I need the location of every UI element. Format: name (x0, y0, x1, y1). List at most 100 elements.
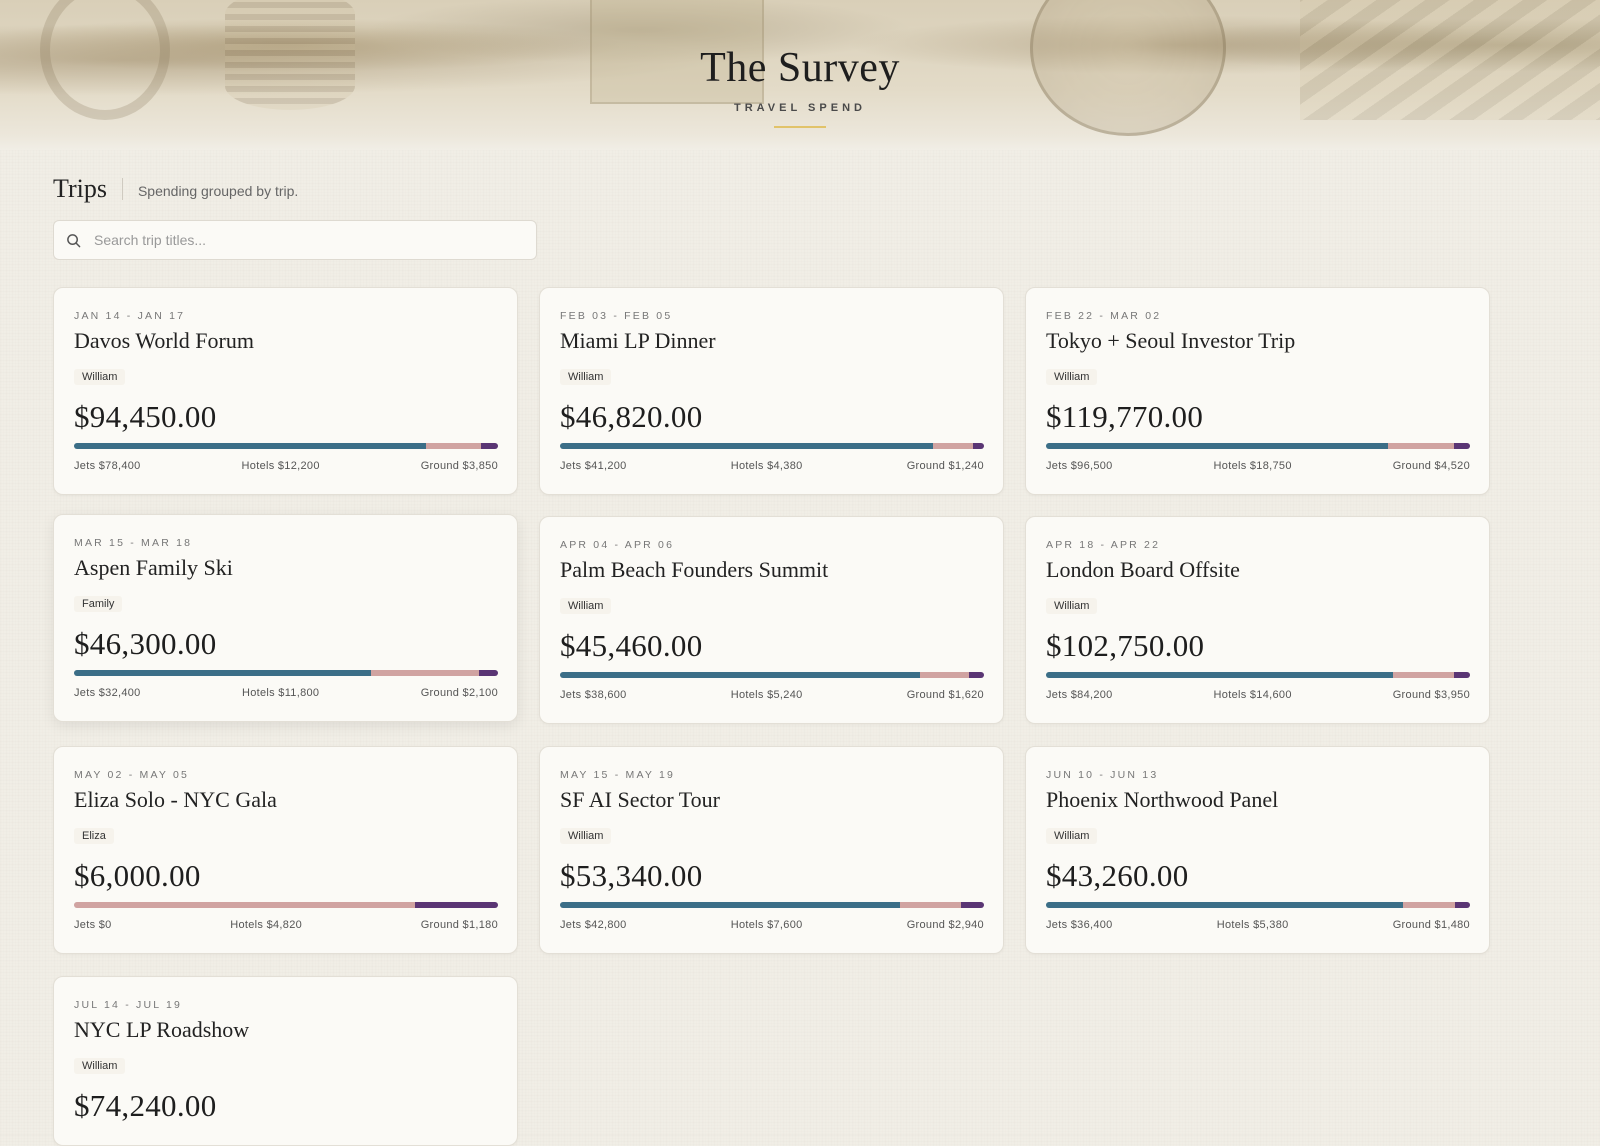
jets-amount: Jets $32,400 (74, 687, 141, 699)
jets-amount: Jets $84,200 (1046, 689, 1113, 701)
hotels-amount: Hotels $5,380 (1216, 919, 1289, 931)
jets-amount: Jets $0 (74, 919, 112, 931)
ground-amount: Ground $3,950 (1392, 689, 1470, 701)
trip-dates: JUL 14 - JUL 19 (74, 999, 183, 1011)
jets-amount: Jets $78,400 (74, 460, 141, 472)
spend-legend: Jets $38,600 Hotels $5,240 Ground $1,620 (560, 689, 984, 701)
trip-title: Davos World Forum (74, 328, 254, 353)
trip-dates: MAR 15 - MAR 18 (74, 537, 193, 549)
search-input[interactable] (92, 231, 536, 249)
spend-breakdown-bar (1046, 672, 1470, 678)
hotels-segment (1387, 443, 1454, 449)
ticket-illustration (590, 0, 764, 104)
trip-dates: JUN 10 - JUN 13 (1046, 769, 1159, 781)
trip-title: Miami LP Dinner (560, 328, 716, 353)
hotels-amount: Hotels $14,600 (1213, 689, 1292, 701)
trip-card[interactable]: JUN 10 - JUN 13 Phoenix Northwood Panel … (1025, 746, 1490, 954)
spend-breakdown-bar (560, 902, 984, 908)
ground-amount: Ground $1,480 (1392, 919, 1470, 931)
jets-amount: Jets $41,200 (560, 460, 627, 472)
trip-card[interactable]: JUL 14 - JUL 19 NYC LP Roadshow William … (53, 976, 518, 1146)
trip-card[interactable]: MAR 15 - MAR 18 Aspen Family Ski Family … (53, 514, 518, 722)
title-underline (774, 126, 826, 128)
trip-title: Phoenix Northwood Panel (1046, 787, 1279, 812)
ground-amount: Ground $1,620 (906, 689, 984, 701)
trip-card[interactable]: JAN 14 - JAN 17 Davos World Forum Willia… (53, 287, 518, 495)
trip-card[interactable]: MAY 15 - MAY 19 SF AI Sector Tour Willia… (539, 746, 1004, 954)
ground-amount: Ground $2,100 (420, 687, 498, 699)
hotels-segment (1393, 672, 1454, 678)
trip-total: $6,000.00 (74, 858, 201, 893)
traveler-tag: William (74, 1058, 126, 1074)
spend-legend: Jets $32,400 Hotels $11,800 Ground $2,10… (74, 687, 498, 699)
spend-legend: Jets $78,400 Hotels $12,200 Ground $3,85… (74, 460, 498, 472)
trip-total: $119,770.00 (1046, 399, 1204, 434)
trip-dates: JAN 14 - JAN 17 (74, 310, 186, 322)
search-icon (54, 233, 92, 248)
hotels-amount: Hotels $18,750 (1213, 460, 1292, 472)
trip-total: $45,460.00 (560, 628, 703, 663)
ground-amount: Ground $1,240 (906, 460, 984, 472)
hotels-amount: Hotels $12,200 (241, 460, 320, 472)
hotels-amount: Hotels $11,800 (241, 687, 320, 699)
jets-segment (560, 672, 921, 678)
traveler-tag: William (1046, 598, 1098, 614)
hotels-amount: Hotels $7,600 (730, 919, 803, 931)
search-box[interactable] (53, 220, 537, 260)
hotels-segment (74, 902, 415, 908)
hotels-amount: Hotels $4,820 (230, 919, 303, 931)
trip-total: $102,750.00 (1046, 628, 1205, 663)
trip-dates: FEB 22 - MAR 02 (1046, 310, 1162, 322)
hotels-segment (920, 672, 969, 678)
trip-card[interactable]: FEB 03 - FEB 05 Miami LP Dinner William … (539, 287, 1004, 495)
spend-breakdown-bar (1046, 443, 1470, 449)
trip-card[interactable]: MAY 02 - MAY 05 Eliza Solo - NYC Gala El… (53, 746, 518, 954)
traveler-tag: William (560, 598, 612, 614)
trip-total: $53,340.00 (560, 858, 703, 893)
spend-legend: Jets $0 Hotels $4,820 Ground $1,180 (74, 919, 498, 931)
ground-segment (960, 902, 984, 908)
trip-title: London Board Offsite (1046, 557, 1240, 582)
spend-breakdown-bar (74, 670, 498, 676)
ground-segment (1453, 443, 1470, 449)
ground-segment (1455, 902, 1470, 908)
ground-segment (972, 443, 984, 449)
ground-amount: Ground $3,850 (420, 460, 498, 472)
section-header: Trips Spending grouped by trip. (53, 174, 298, 204)
app-subtitle: TRAVEL SPEND (734, 102, 866, 114)
section-divider (121, 178, 123, 200)
trip-card[interactable]: APR 04 - APR 06 Palm Beach Founders Summ… (539, 516, 1004, 724)
traveler-tag: William (560, 828, 612, 844)
ground-segment (480, 443, 498, 449)
jets-segment (74, 670, 371, 676)
trip-total: $74,240.00 (74, 1088, 217, 1123)
hotels-amount: Hotels $4,380 (730, 460, 803, 472)
spend-breakdown-bar (560, 443, 984, 449)
app-title: The Survey (700, 45, 900, 91)
ground-segment (968, 672, 984, 678)
ground-amount: Ground $4,520 (1392, 460, 1470, 472)
brand: The Survey TRAVEL SPEND (0, 44, 1600, 128)
trip-card[interactable]: FEB 22 - MAR 02 Tokyo + Seoul Investor T… (1025, 287, 1490, 495)
jets-segment (1046, 672, 1394, 678)
spend-legend: Jets $36,400 Hotels $5,380 Ground $1,480 (1046, 919, 1470, 931)
ground-amount: Ground $1,180 (420, 919, 498, 931)
trip-title: Aspen Family Ski (74, 555, 233, 580)
trip-title: Palm Beach Founders Summit (560, 557, 829, 582)
spend-breakdown-bar (560, 672, 984, 678)
traveler-tag: William (560, 369, 612, 385)
trip-card[interactable]: APR 18 - APR 22 London Board Offsite Wil… (1025, 516, 1490, 724)
jets-amount: Jets $96,500 (1046, 460, 1113, 472)
trip-dates: APR 18 - APR 22 (1046, 539, 1161, 551)
hotels-segment (900, 902, 961, 908)
jets-segment (1046, 443, 1388, 449)
banknotes-illustration (1300, 0, 1600, 120)
hotels-segment (425, 443, 481, 449)
trip-total: $46,300.00 (74, 626, 217, 661)
jets-amount: Jets $38,600 (560, 689, 627, 701)
trip-title: Eliza Solo - NYC Gala (74, 787, 277, 812)
traveler-tag: Family (74, 596, 123, 612)
jets-segment (560, 902, 901, 908)
traveler-tag: Eliza (74, 828, 114, 844)
trip-dates: MAY 15 - MAY 19 (560, 769, 676, 781)
